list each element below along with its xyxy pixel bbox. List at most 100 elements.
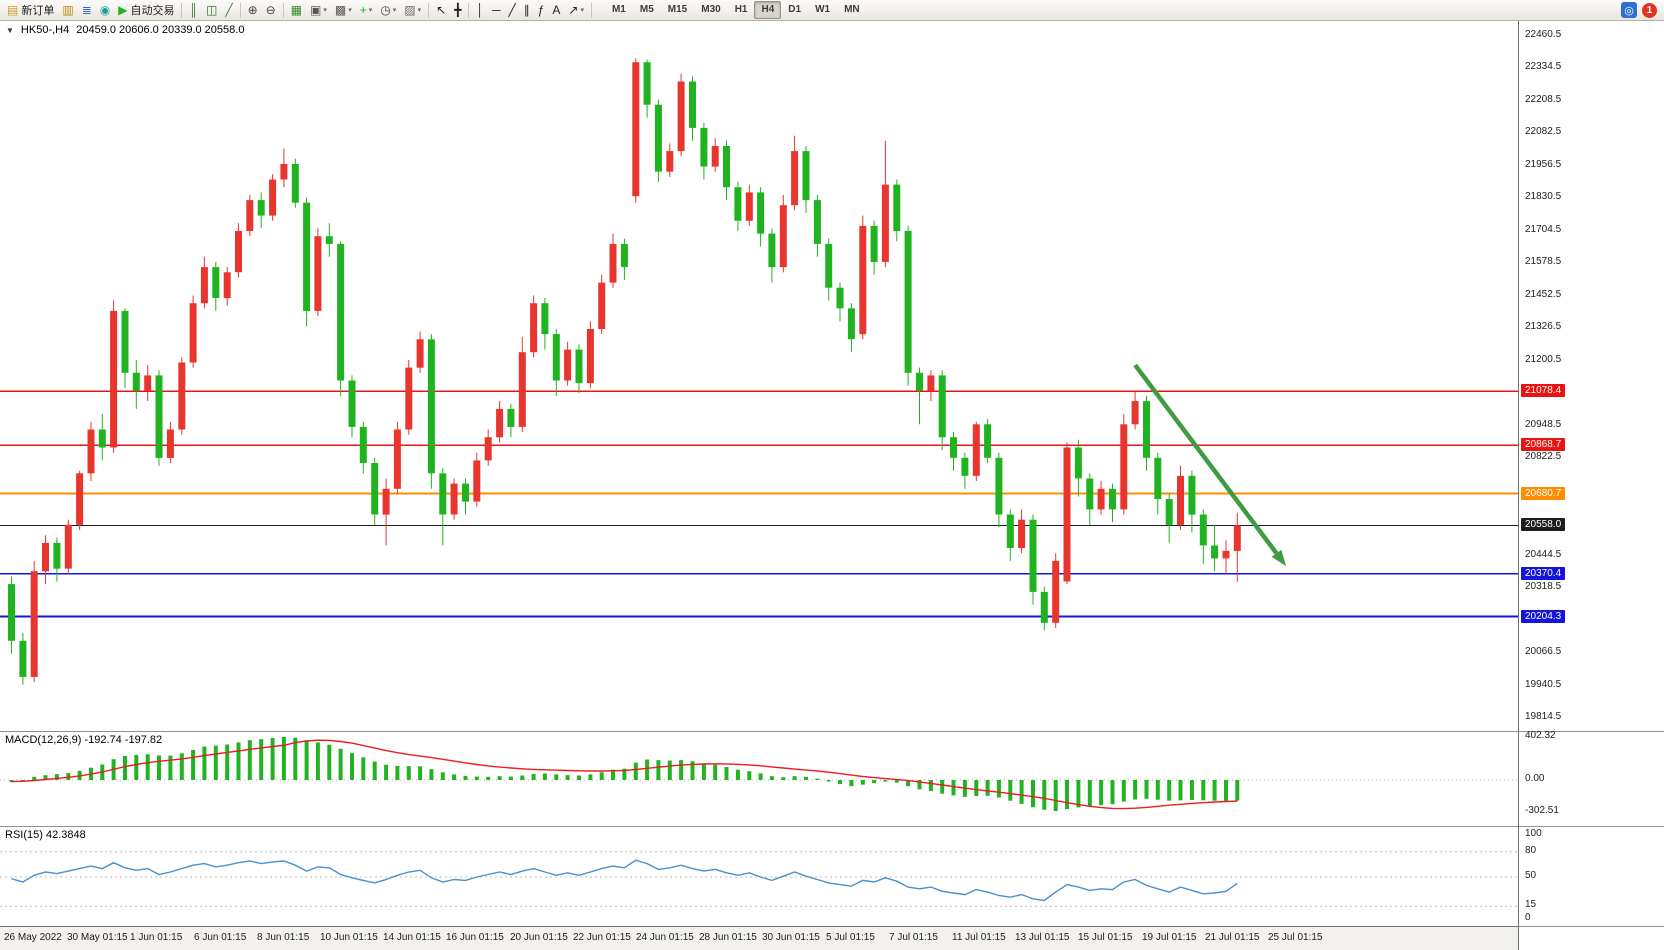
trendline-button[interactable]: ╱ [504,1,519,19]
price-tick: 20318.5 [1525,581,1562,592]
vertical-line-button[interactable]: │ [472,1,488,19]
bar-chart-icon: ║ [189,3,198,17]
zoom-in-button[interactable]: ⊕ [244,1,262,19]
arrange-windows-dropdown-icon[interactable]: ▾ [323,7,327,14]
tile-windows-button[interactable]: ▦ [287,1,306,19]
price-tick: 21578.5 [1525,256,1562,267]
arrows-dropdown-icon[interactable]: ▾ [580,7,584,14]
time-label: 10 Jun 01:15 [320,932,378,943]
chart-panes: ▼ HK50-,H4 20459.0 20606.0 20339.0 20558… [0,21,1518,950]
cursor-icon: ↖ [436,3,447,17]
text-label-button[interactable]: A [548,1,564,19]
timeframe-M5[interactable]: M5 [639,4,654,15]
macd-canvas [0,737,1518,811]
fibonacci-button[interactable]: ƒ [534,1,549,19]
market-watch-icon: ≣ [81,3,92,17]
zoom-out-button[interactable]: ⊖ [262,1,280,19]
rsi-tick: 80 [1525,845,1537,856]
time-label: 11 Jul 01:15 [952,932,1006,943]
price-tick: 19940.5 [1525,679,1562,690]
add-indicator-button[interactable]: + ▾ [356,1,377,19]
cascade-windows-icon: ▩ [334,3,347,17]
price-pane[interactable]: ▼ HK50-,H4 20459.0 20606.0 20339.0 20558… [0,21,1518,731]
crosshair-button[interactable]: ╋ [450,1,465,19]
time-label: 8 Jun 01:15 [257,932,310,943]
timeframe-M15[interactable]: M15 [667,4,688,15]
timeframe-MN[interactable]: MN [844,4,860,15]
time-label: 25 Jul 01:15 [1268,932,1323,943]
price-tick: 22082.5 [1525,126,1562,137]
timeframe-M1[interactable]: M1 [611,4,626,15]
notification-badge[interactable]: 1 [1642,2,1657,18]
ohlc-values: 20459.0 20606.0 20339.0 20558.0 [76,24,245,36]
timeframe-M30[interactable]: M30 [701,4,721,15]
cascade-windows-button[interactable]: ▩ ▾ [331,1,356,19]
time-label: 28 Jun 01:15 [699,932,757,943]
equidistant-channel-icon: ∥ [523,3,530,17]
chart-area: ▼ HK50-,H4 20459.0 20606.0 20339.0 20558… [0,21,1664,950]
timeframe-H4[interactable]: H4 [754,1,782,19]
price-tick: 20948.5 [1525,419,1562,430]
new-order-icon: ▤ [7,3,19,17]
time-label: 16 Jun 01:15 [446,932,504,943]
macd-tick: -302.51 [1525,805,1559,816]
add-indicator-dropdown-icon[interactable]: ▾ [368,7,373,14]
horizontal-line-button[interactable]: ─ [488,1,505,19]
price-tick: 19814.5 [1525,711,1562,722]
crosshair-icon: ╋ [454,3,462,17]
price-tick: 21326.5 [1525,321,1562,332]
new-order-button[interactable]: ▤ 新订单 [3,1,58,19]
timeframe-W1[interactable]: W1 [815,4,831,15]
arrows-icon: ↗ [568,3,579,17]
periods-dropdown-icon[interactable]: ▾ [392,7,397,14]
templates-button[interactable]: ▨ ▾ [400,1,425,19]
symbol-dropdown-icon[interactable]: ▼ [6,25,14,35]
macd-tick: 0.00 [1525,773,1545,784]
trendline-icon: ╱ [508,3,516,17]
add-indicator-icon: + [359,3,367,17]
rsi-pane: RSI(15) 42.3848 [0,826,1518,926]
pivot-line-badge: 20680.7 [1521,487,1566,500]
autotrading-button[interactable]: ▶ 自动交易 [114,1,178,19]
time-label: 7 Jul 01:15 [889,932,938,943]
price-chart-canvas[interactable] [0,21,1518,731]
support-line-2-badge: 20204.3 [1521,610,1566,623]
time-axis[interactable]: 26 May 2022 30 May 01:15 1 Jun 01:15 6 Jun … [0,926,1518,950]
price-tick: 22334.5 [1525,61,1562,72]
arrows-button[interactable]: ↗ ▾ [564,1,588,19]
cursor-button[interactable]: ↖ [432,1,450,19]
chart-window-button[interactable]: ▥ [58,1,77,19]
navigator-button[interactable]: ◉ [96,1,114,19]
autotrading-icon: ▶ [118,3,128,17]
timeframe-D1[interactable]: D1 [788,4,802,15]
vertical-line-icon: │ [476,3,484,17]
periods-icon: ◷ [380,3,391,17]
time-label: 1 Jun 01:15 [130,932,183,943]
toolbar-separator [428,2,430,18]
arrange-windows-button[interactable]: ▣ ▾ [306,1,331,19]
resistance-line-1-badge: 21078.4 [1521,384,1566,397]
search-icon[interactable]: ◎ [1621,2,1637,18]
templates-dropdown-icon[interactable]: ▾ [417,7,422,14]
arrange-windows-icon: ▣ [310,3,322,17]
cascade-windows-dropdown-icon[interactable]: ▾ [348,7,352,14]
toolbar-separator [590,2,592,18]
equidistant-channel-button[interactable]: ∥ [520,1,534,19]
time-label: 19 Jul 01:15 [1142,932,1197,943]
line-chart-button[interactable]: ╱ [221,1,236,19]
market-watch-button[interactable]: ≣ [78,1,96,19]
timeframe-H1[interactable]: H1 [734,4,748,15]
candlestick-chart-button[interactable]: ◫ [202,1,221,19]
periods-button[interactable]: ◷ ▾ [376,1,400,19]
chart-title: ▼ HK50-,H4 20459.0 20606.0 20339.0 20558… [6,24,244,36]
price-axis[interactable]: 22460.5 22334.5 22208.5 22082.5 21956.5 21830… [1518,21,1664,950]
bar-chart-button[interactable]: ║ [185,1,202,19]
line-chart-icon: ╱ [225,3,233,17]
time-label: 15 Jul 01:15 [1078,932,1133,943]
price-tick: 22460.5 [1525,29,1562,40]
templates-icon: ▨ [404,3,416,17]
new-order-label: 新订单 [21,5,55,17]
toolbar-separator [239,2,241,18]
price-tick: 22208.5 [1525,94,1562,105]
time-label: 5 Jul 01:15 [826,932,875,943]
